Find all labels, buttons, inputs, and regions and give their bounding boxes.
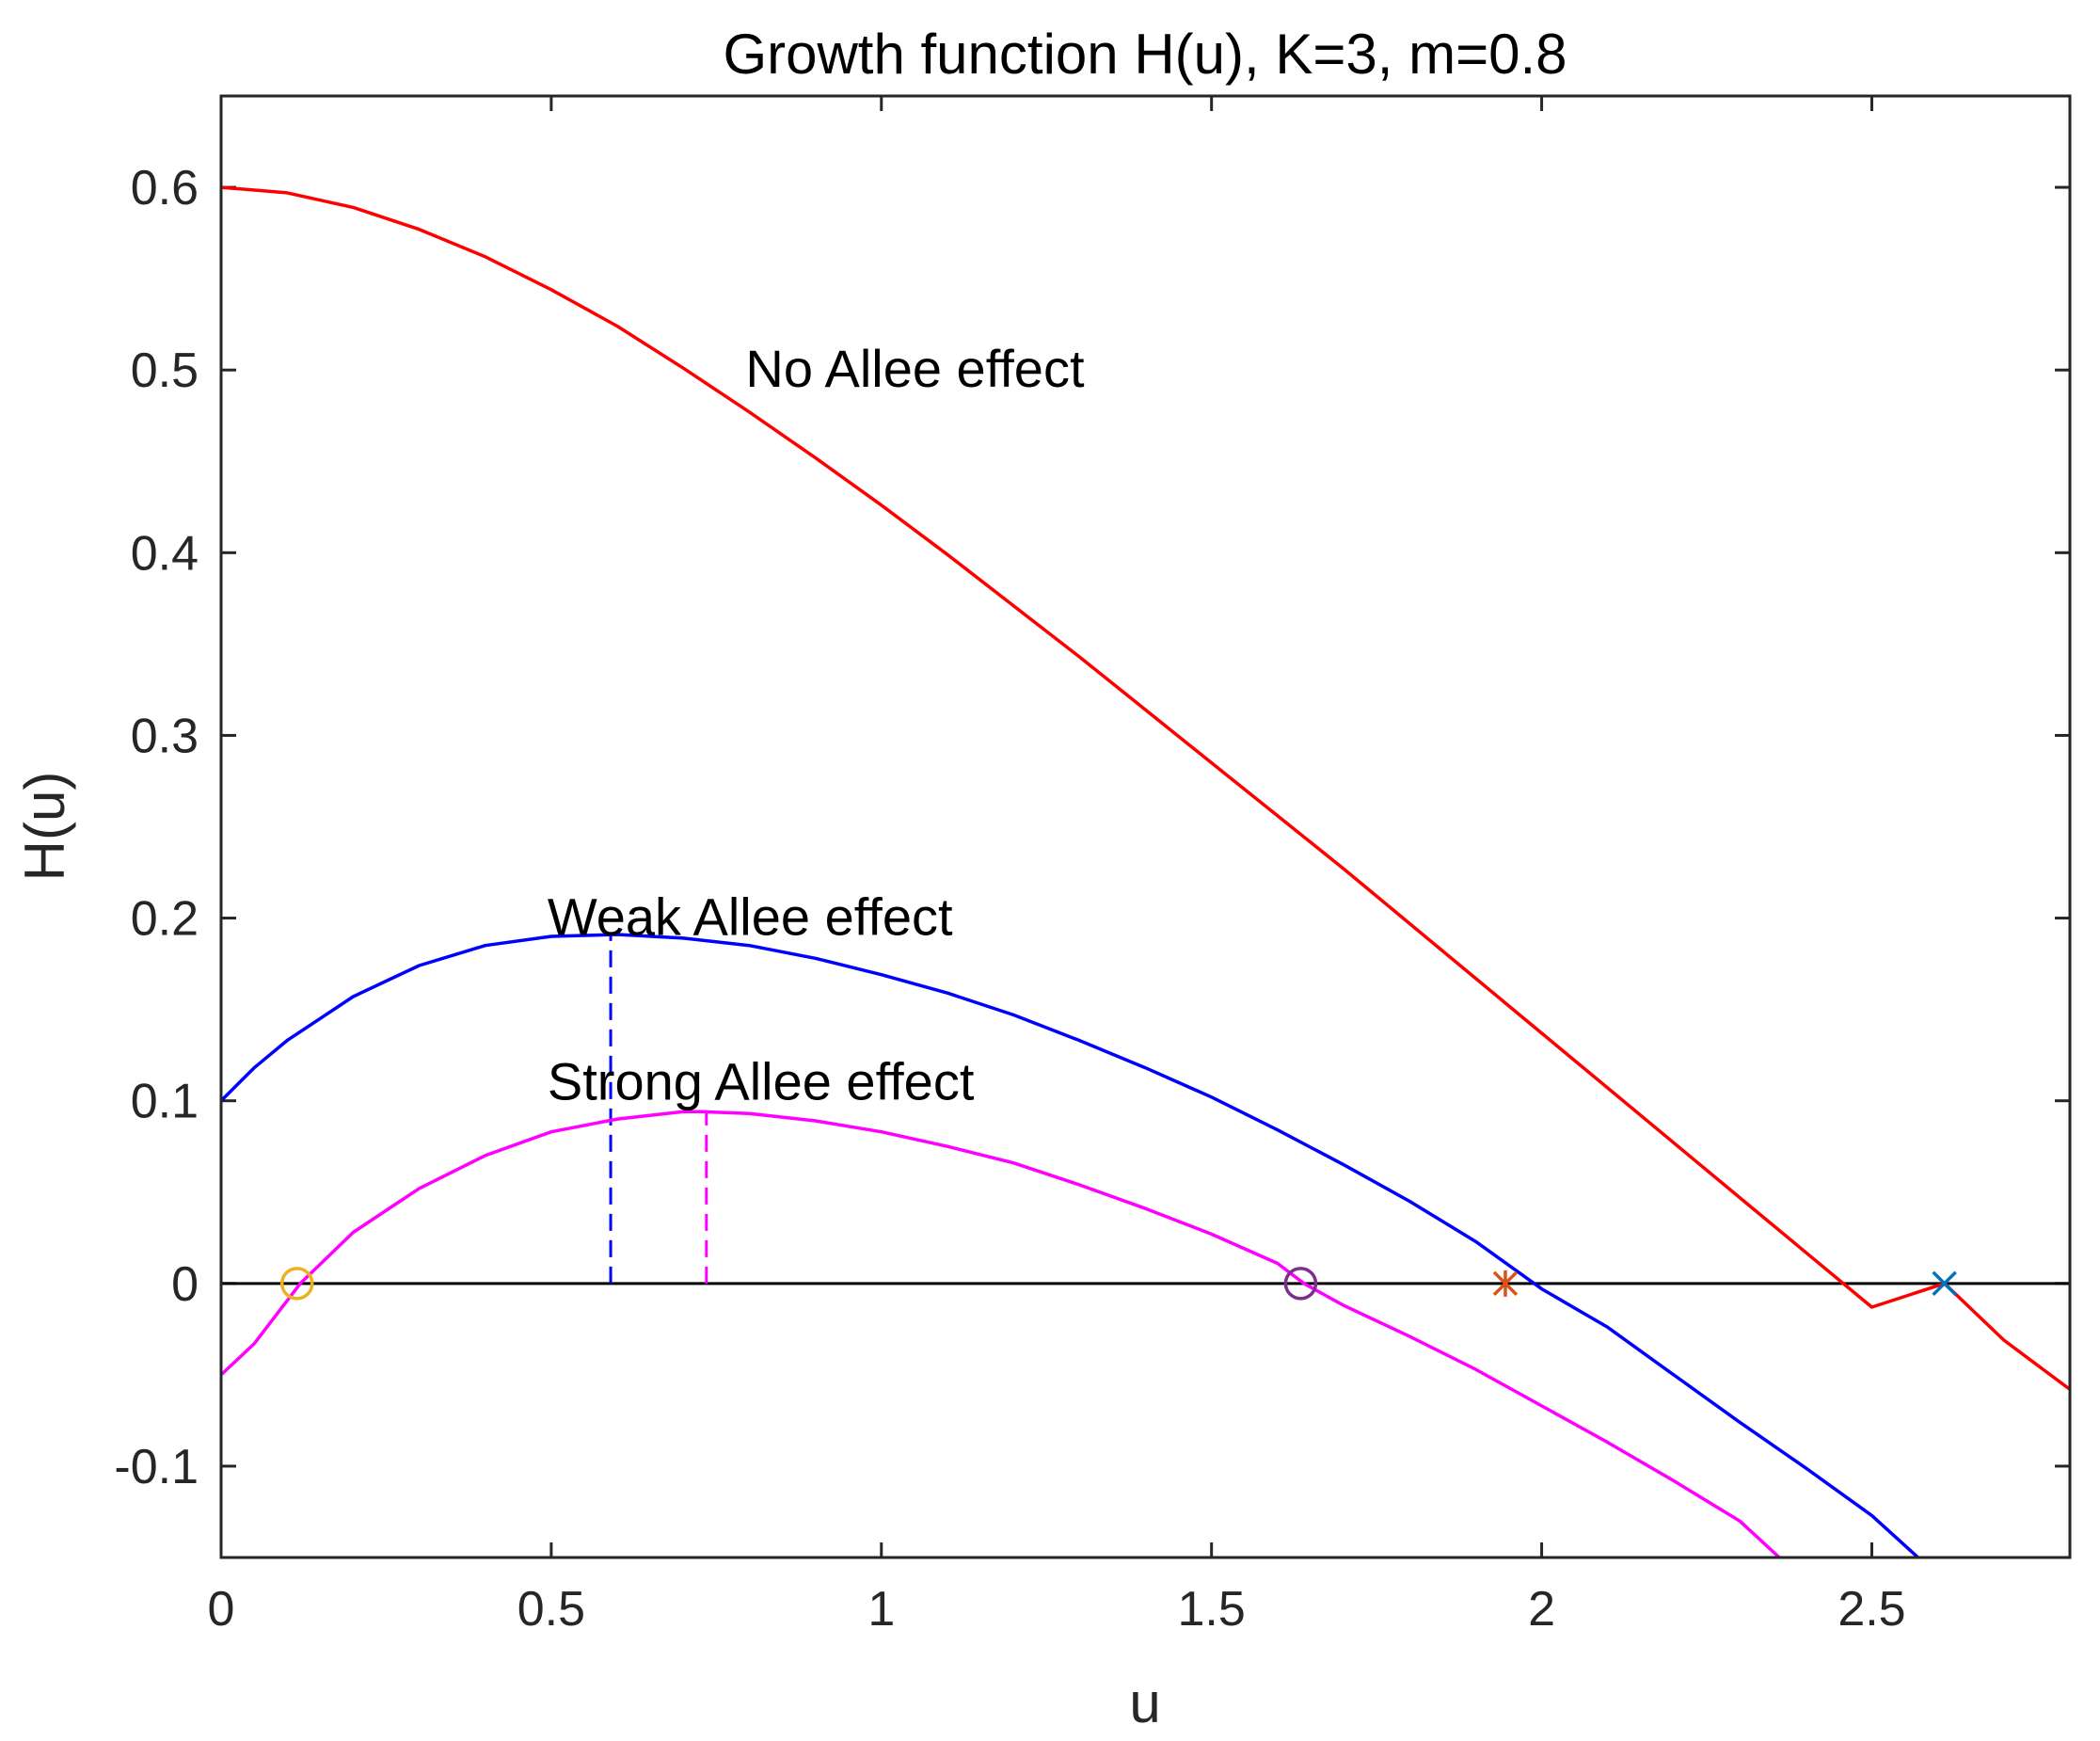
no-allee-root-marker: [1932, 1270, 1957, 1297]
y-tick-label: 0.4: [131, 526, 199, 581]
y-tick-label: 0.5: [131, 343, 199, 398]
y-tick-label: -0.1: [114, 1440, 199, 1494]
y-tick-label: 0.6: [131, 161, 199, 216]
y-axis-label: H(u): [13, 772, 76, 882]
strong-upper-root-marker: [1283, 1267, 1318, 1301]
y-tick-label: 0.2: [131, 892, 199, 947]
y-tick-label: 0.3: [131, 709, 199, 763]
x-tick-label: 0: [208, 1582, 235, 1637]
tick-layer: 0 0.5 1 1.5 2 2.5 -0.1 0 0.1 0.2 0.3 0.4 0.5 0.6: [114, 96, 2070, 1637]
weak-allee-effectcurve: [219, 933, 1919, 1559]
strong-lower-root-marker: [279, 1267, 314, 1301]
no-allee-effectcurve: [220, 185, 2072, 1391]
annotation-strong-allee-effect: Strong Allee effect: [548, 1051, 975, 1110]
annotation-weak-allee-effect: Weak Allee effect: [548, 887, 953, 947]
x-axis-label: u: [1129, 1671, 1160, 1734]
marker-layer: [279, 1267, 1957, 1301]
plot-area-frame: [219, 94, 2072, 1559]
strong-allee-effectcurve: [219, 1110, 1781, 1559]
x-tick-label: 2.5: [1838, 1582, 1905, 1637]
x-tick-label: 1.5: [1178, 1582, 1246, 1637]
chart-title: Growth function H(u), K=3, m=0.8: [723, 23, 1567, 86]
weak-root-marker: [1492, 1270, 1519, 1297]
series-layer: [219, 185, 2072, 1559]
x-tick-label: 0.5: [517, 1582, 585, 1637]
y-tick-label: 0: [171, 1257, 199, 1312]
y-tick-label: 0.1: [131, 1075, 199, 1129]
annotation-no-allee-effect: No Allee effect: [745, 339, 1085, 398]
annotation-layer: No Allee effect Weak Allee effect Strong A…: [548, 339, 1085, 1110]
x-tick-label: 2: [1528, 1582, 1555, 1637]
x-tick-label: 1: [867, 1582, 895, 1637]
reference-line-layer: [221, 934, 2070, 1286]
plot-area-background: [221, 96, 2070, 1557]
